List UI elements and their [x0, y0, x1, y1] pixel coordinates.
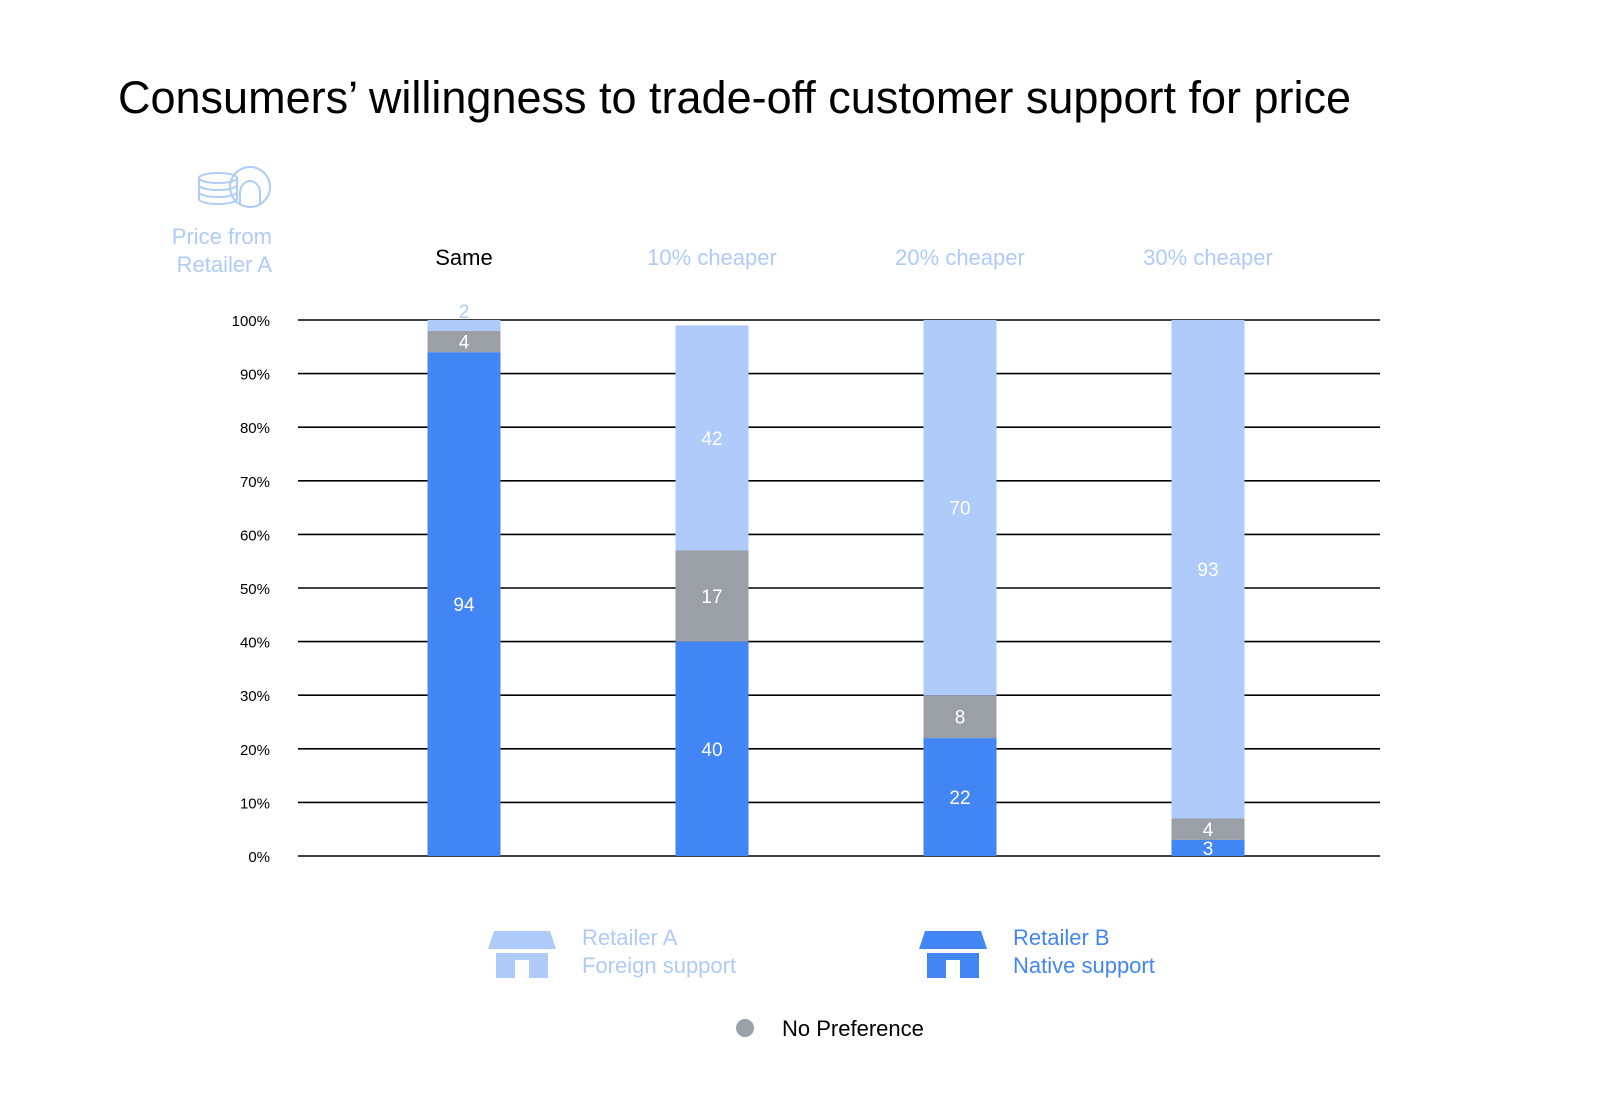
category-label: 10% cheaper: [647, 245, 777, 270]
legend-retailer-a-line-2: Foreign support: [582, 953, 736, 978]
y-tick-label: 50%: [240, 581, 270, 598]
category-header-line-2: Retailer A: [177, 252, 273, 277]
legend-retailer-a-line-1: Retailer A: [582, 925, 678, 950]
category-header-line-1: Price from: [172, 224, 272, 249]
bar-segment: [1171, 839, 1245, 856]
bar-segment: [923, 738, 997, 856]
data-label: 3: [1203, 839, 1214, 860]
category-label: Same: [435, 245, 492, 270]
y-tick-label: 90%: [240, 367, 270, 384]
data-label: 4: [1203, 820, 1214, 841]
bar-segment: [1171, 320, 1245, 819]
legend-retailer-b-line-2: Native support: [1013, 953, 1155, 978]
bar-segment: [427, 320, 501, 331]
data-label: 70: [949, 499, 970, 520]
data-label: 22: [949, 788, 970, 809]
y-tick-label: 80%: [240, 420, 270, 437]
bar-segment: [427, 352, 501, 856]
data-label: 8: [955, 708, 966, 729]
y-tick-label: 0%: [248, 849, 270, 866]
data-label: 42: [701, 429, 722, 450]
y-tick-label: 40%: [240, 635, 270, 652]
bars: [427, 320, 1245, 856]
y-tick-label: 100%: [232, 313, 270, 330]
data-label: 2: [459, 302, 470, 323]
y-tick-label: 30%: [240, 688, 270, 705]
bar-segment: [675, 550, 749, 642]
coins-and-headset-icon: [198, 166, 271, 208]
chart-title: Consumers’ willingness to trade-off cust…: [118, 72, 1351, 123]
bar-segment: [675, 641, 749, 856]
legend-retailer-b-line-1: Retailer B: [1013, 925, 1110, 950]
y-tick-label: 10%: [240, 795, 270, 812]
legend-no-preference: No Preference: [782, 1016, 924, 1041]
data-label: 4: [459, 332, 470, 353]
y-tick-label: 70%: [240, 474, 270, 491]
y-axis-ticks: 0% 10% 20% 30% 40% 50% 60% 70% 80% 90% 100%: [232, 313, 270, 866]
bar-segment: [1171, 818, 1245, 840]
no-preference-circle-dot-icon: [736, 1019, 754, 1037]
data-label: 94: [453, 595, 475, 616]
retailer-b-storefront-icon: [919, 931, 987, 978]
category-label: 20% cheaper: [895, 245, 1025, 270]
data-label: 93: [1197, 560, 1218, 581]
category-labels: Same 10% cheaper 20% cheaper 30% cheaper: [435, 245, 1273, 270]
bar-segment: [923, 695, 997, 739]
y-tick-label: 20%: [240, 742, 270, 759]
bar-segment: [427, 330, 501, 353]
data-label: 17: [701, 587, 722, 608]
y-tick-label: 60%: [240, 527, 270, 544]
retailer-a-storefront-icon: [488, 931, 556, 978]
data-label: 40: [701, 740, 722, 761]
bar-segment: [675, 325, 749, 551]
legend: Retailer A Foreign support Retailer B Na…: [488, 925, 1155, 1041]
category-label: 30% cheaper: [1143, 245, 1273, 270]
bar-segment: [923, 320, 997, 696]
